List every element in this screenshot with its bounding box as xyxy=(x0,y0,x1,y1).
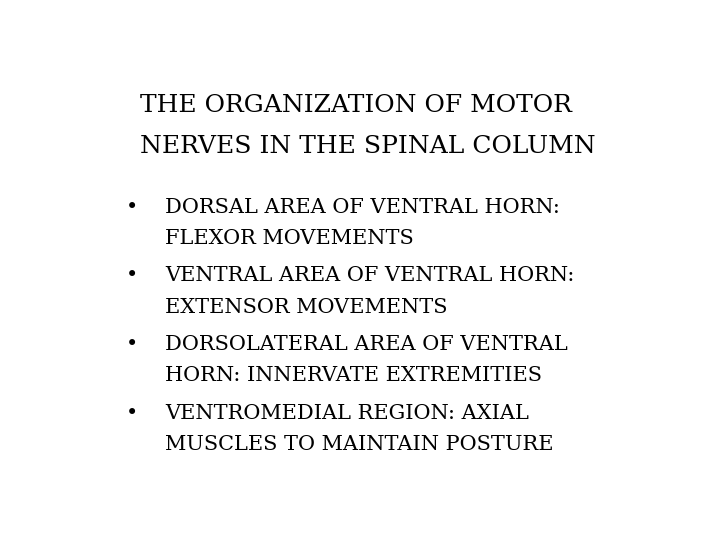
Text: •: • xyxy=(126,266,138,286)
Text: HORN: INNERVATE EXTREMITIES: HORN: INNERVATE EXTREMITIES xyxy=(166,366,542,385)
Text: •: • xyxy=(126,335,138,354)
Text: •: • xyxy=(126,198,138,217)
Text: VENTRAL AREA OF VENTRAL HORN:: VENTRAL AREA OF VENTRAL HORN: xyxy=(166,266,575,286)
Text: DORSAL AREA OF VENTRAL HORN:: DORSAL AREA OF VENTRAL HORN: xyxy=(166,198,560,217)
Text: EXTENSOR MOVEMENTS: EXTENSOR MOVEMENTS xyxy=(166,298,448,316)
Text: •: • xyxy=(126,404,138,423)
Text: NERVES IN THE SPINAL COLUMN: NERVES IN THE SPINAL COLUMN xyxy=(140,136,596,158)
Text: VENTROMEDIAL REGION: AXIAL: VENTROMEDIAL REGION: AXIAL xyxy=(166,404,529,423)
Text: MUSCLES TO MAINTAIN POSTURE: MUSCLES TO MAINTAIN POSTURE xyxy=(166,435,554,454)
Text: DORSOLATERAL AREA OF VENTRAL: DORSOLATERAL AREA OF VENTRAL xyxy=(166,335,568,354)
Text: FLEXOR MOVEMENTS: FLEXOR MOVEMENTS xyxy=(166,229,414,248)
Text: THE ORGANIZATION OF MOTOR: THE ORGANIZATION OF MOTOR xyxy=(140,94,572,117)
